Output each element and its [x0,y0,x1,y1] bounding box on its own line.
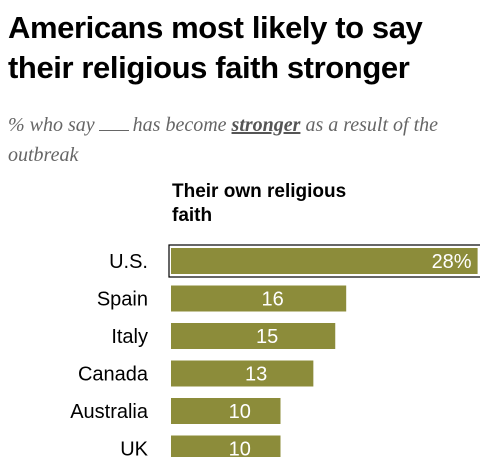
value-label: 16 [261,289,283,311]
category-label: UK [120,439,148,457]
category-label: Canada [78,364,149,386]
column-header: Their own religious faith [172,181,347,226]
category-label: Australia [70,401,149,423]
chart-subtitle: % who say has become stronger as a result… [8,110,480,170]
highlight-frame [168,244,480,278]
value-label: 28% [432,251,472,273]
bar-us [171,248,478,274]
bar-uk [171,435,281,457]
chart-title: Americans most likely to say their relig… [8,10,423,85]
bar-italy [171,323,336,349]
subtitle-suffix: as a result of the [305,114,439,136]
category-label: U.S. [109,251,148,273]
bar-spain [171,285,347,312]
subtitle-blank [98,116,129,131]
category-label: Spain [97,289,148,311]
subtitle-middle: has become [132,114,227,136]
value-label: 13 [245,364,267,386]
bar-canada [171,360,314,387]
bar-australia [171,398,281,424]
subtitle-line2: outbreak [8,144,79,166]
subtitle-prefix: % who say [8,114,95,136]
value-label: 15 [256,326,278,348]
category-label: Italy [111,326,148,348]
value-label: 10 [229,401,251,423]
subtitle-emphasis: stronger [231,114,301,136]
value-label: 10 [229,439,251,457]
